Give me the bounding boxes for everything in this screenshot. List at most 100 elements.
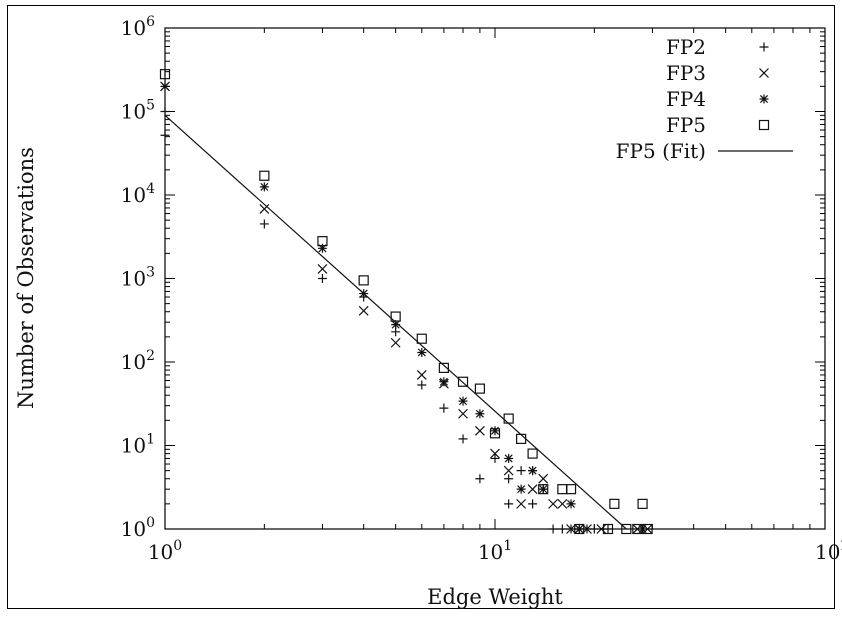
fp3-point (474, 425, 485, 436)
fp4-point (528, 466, 538, 476)
fp5-point (609, 498, 620, 509)
fp4-point (566, 499, 576, 509)
y-tick-label: 101 (121, 432, 155, 458)
legend-label-fp2: FP2 (666, 35, 706, 59)
fp3-point (390, 337, 401, 348)
fp5-point (259, 170, 270, 181)
fp3-point (317, 264, 328, 274)
fp3-series (160, 81, 653, 534)
x-tick-label: 102 (815, 538, 842, 564)
fp5-point (632, 523, 643, 535)
fp2-point (548, 524, 558, 534)
fp2-point (504, 499, 514, 509)
fp3-point (503, 465, 514, 476)
y-tick-label: 100 (121, 515, 155, 541)
fp4-point (538, 484, 548, 494)
fp4-series (160, 81, 648, 534)
fp3-point (566, 524, 576, 534)
fp4-point (439, 377, 449, 387)
fp2-point (528, 499, 538, 509)
fp5-point (358, 275, 369, 286)
legend-symbol-fp2 (759, 42, 769, 52)
fp3-point (259, 204, 270, 214)
y-tick-label: 106 (121, 14, 155, 40)
fp5-point (557, 484, 568, 495)
fp4-point (317, 243, 327, 253)
fp2-point (557, 524, 567, 534)
fp5-point (642, 523, 653, 535)
fp5-point (317, 236, 328, 247)
fp2-point (589, 524, 599, 534)
fp2-point (439, 403, 449, 413)
fp2-point (603, 524, 613, 534)
fp3-point (557, 498, 568, 509)
fp5-series (159, 69, 653, 535)
chart-frame (7, 5, 835, 609)
x-tick-label: 100 (148, 538, 182, 564)
fp5-point (457, 376, 469, 387)
legend-label-fp3: FP3 (666, 61, 706, 85)
legend-symbol-fp4 (759, 94, 769, 104)
fp4-point (391, 320, 401, 330)
fp4-point (417, 347, 427, 357)
fp5-point (489, 428, 501, 439)
fp2-point (160, 107, 170, 116)
fp3-point (516, 498, 527, 509)
fp5-point (390, 311, 401, 322)
fp2-point (490, 453, 500, 463)
legend-symbol-fp5 (758, 119, 770, 131)
fp2-point (475, 474, 485, 484)
fp3-point (527, 484, 538, 495)
fp4-point (490, 426, 500, 436)
y-tick-label: 103 (121, 265, 155, 291)
fp5-point (637, 498, 648, 509)
fp3-point (642, 524, 653, 534)
fp4-point (574, 524, 584, 534)
fp5-point (416, 333, 427, 344)
fp4-point (504, 453, 514, 463)
fp3-point (490, 448, 500, 459)
fp2-point (160, 130, 170, 140)
fp5-point (621, 523, 632, 535)
y-tick-label: 102 (121, 348, 155, 374)
legend-label-fp5: FP5 (666, 113, 706, 137)
fp5-point (574, 523, 585, 535)
y-tick-label: 104 (121, 181, 155, 207)
fp5-point (538, 484, 549, 495)
fp3-point (458, 408, 468, 419)
axis-ticks: 100 101 102 103 104 105 106 100 101 102 (121, 14, 842, 564)
fp5-point (159, 69, 171, 80)
fp2-point (317, 274, 327, 283)
fp5-point (438, 362, 449, 373)
fp3-point (538, 473, 549, 484)
fp3-point (596, 524, 607, 534)
y-axis-title: Number of Observations (14, 147, 38, 409)
fp5-point (565, 484, 577, 495)
fp4-point (359, 289, 369, 299)
fp2-point (504, 474, 514, 484)
fp4-point (259, 182, 269, 192)
fp5-point (503, 413, 514, 424)
fp2-point (516, 466, 526, 476)
fp5-point (516, 433, 527, 444)
fp3-point (358, 305, 369, 316)
legend-label-fp5-fit: FP5 (Fit) (616, 139, 706, 163)
y-tick-label: 105 (121, 98, 155, 124)
fp2-point (417, 380, 427, 390)
data-points (159, 69, 653, 535)
legend-label-fp4: FP4 (666, 87, 706, 111)
fp5-point (527, 448, 538, 459)
fp2-point (458, 434, 468, 444)
fp2-series (160, 107, 613, 534)
x-tick-label: 101 (478, 538, 512, 564)
fp5-point (602, 523, 614, 535)
fp4-point (160, 81, 170, 91)
x-axis-title: Edge Weight (427, 585, 563, 609)
fp4-point (516, 484, 526, 494)
fp4-point (458, 396, 468, 406)
fp5-point (474, 383, 486, 394)
fp3-point (548, 498, 559, 509)
fp2-point (259, 219, 269, 229)
